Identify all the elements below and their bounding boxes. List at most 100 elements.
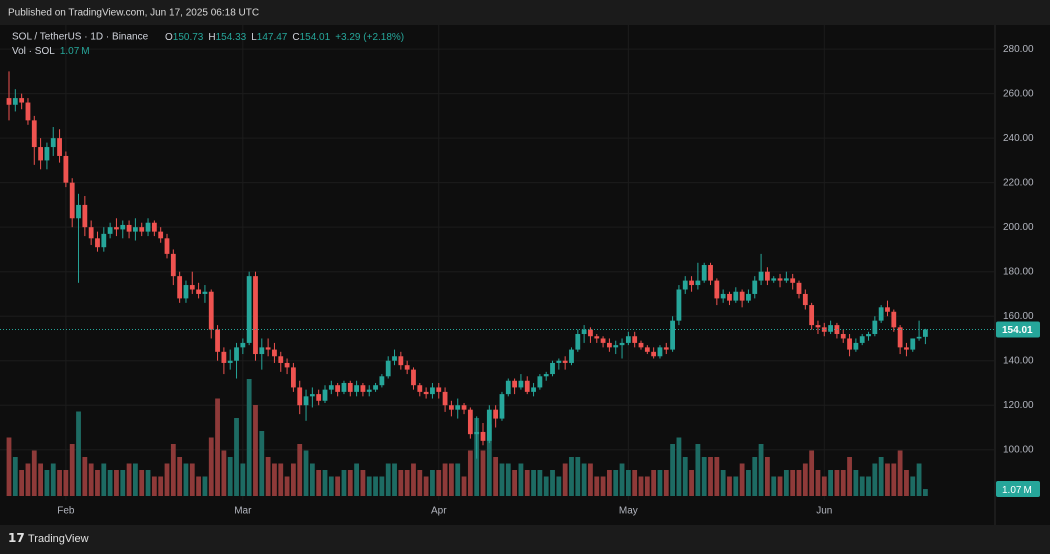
volume-bar	[360, 470, 366, 496]
candle-body	[12, 98, 18, 105]
volume-bar	[676, 437, 682, 496]
candle-body	[126, 224, 132, 232]
candle-body	[834, 325, 840, 335]
candle-body	[145, 222, 151, 232]
ohlc-letter: O	[165, 32, 173, 43]
candle-body	[284, 362, 290, 368]
last-volume-box	[996, 481, 1040, 498]
candle-body	[189, 285, 195, 290]
candle-body	[632, 336, 638, 343]
volume-bar	[221, 450, 227, 496]
volume-bar	[840, 470, 846, 496]
volume-bar	[847, 457, 852, 496]
volume-bar	[158, 476, 164, 496]
candle-body	[878, 307, 884, 321]
candle-body	[278, 356, 284, 363]
volume-bar	[758, 444, 764, 496]
candle-body	[600, 338, 606, 343]
candle-body	[455, 405, 461, 410]
volume-bar	[12, 457, 18, 496]
volume-bar	[878, 457, 884, 496]
volume-bar	[120, 470, 126, 496]
volume-bar	[834, 470, 840, 496]
volume-bar	[234, 418, 239, 496]
y-tick-label: 280.00	[1003, 44, 1034, 55]
volume-bar	[215, 398, 220, 496]
volume-bar	[701, 457, 707, 496]
candle-body	[594, 336, 600, 339]
volume-bar	[910, 476, 916, 496]
candle-body	[297, 387, 303, 406]
volume-bar	[493, 457, 499, 496]
symbol: SOL / TetherUS · 1D · Binance	[12, 32, 149, 43]
candle-body	[461, 405, 467, 410]
volume-bar	[240, 463, 246, 496]
volume-bar	[436, 470, 442, 496]
candle-body	[556, 360, 562, 363]
candle-body	[809, 305, 815, 326]
plot: 100.00 120.00 140.00 160.00 180.00 200.00 220.…	[0, 25, 1040, 517]
volume-bar	[297, 444, 303, 496]
volume-bar	[404, 470, 410, 496]
candle-body	[335, 385, 341, 392]
volume-bar	[543, 476, 549, 496]
candle-body	[316, 394, 322, 401]
candle-body	[752, 280, 758, 294]
volume-bar	[354, 463, 359, 496]
volume-bar	[177, 457, 183, 496]
candle-body	[246, 276, 252, 343]
candle-body	[714, 280, 720, 299]
y-tick-label: 140.00	[1003, 355, 1034, 366]
ohlc-value: 150.73	[173, 32, 204, 43]
ohlc-value: 147.47	[257, 32, 288, 43]
volume-bar	[467, 450, 473, 496]
candle-body	[360, 385, 366, 392]
logo-text: TradingView	[28, 533, 89, 545]
candle-body	[783, 278, 789, 281]
volume-bar	[828, 470, 833, 496]
candle-body	[272, 349, 277, 357]
candle-body	[638, 342, 644, 348]
volume-bar	[821, 476, 827, 496]
volume-bar	[442, 463, 448, 496]
volume-bar	[708, 457, 713, 496]
volume-bar	[69, 444, 75, 496]
volume-bar	[809, 450, 815, 496]
candle-body	[796, 282, 802, 294]
volume-bar	[550, 470, 555, 496]
candle-body	[442, 391, 448, 406]
volume-bar	[284, 476, 290, 496]
volume-bar	[6, 437, 12, 496]
ohlc-letter: C	[292, 32, 299, 43]
volume-bar	[25, 463, 31, 496]
volume-bar	[790, 470, 796, 496]
volume-bar	[531, 470, 536, 496]
y-tick-label: 100.00	[1003, 444, 1034, 455]
candle-body	[651, 351, 657, 357]
ohlc-legend: O150.73 H154.33 L147.47 C154.01 +3.29 (+2.18…	[165, 32, 404, 43]
candle-body	[133, 227, 138, 232]
volume-bar	[164, 463, 170, 496]
y-tick-label: 220.00	[1003, 177, 1034, 188]
candle-body	[663, 347, 669, 350]
volume-bar	[613, 470, 619, 496]
candle-body	[259, 347, 265, 355]
volume-bar	[885, 463, 890, 496]
volume-bar	[866, 476, 871, 496]
candle-body	[739, 291, 745, 301]
candle-body	[303, 396, 309, 406]
candle-body	[505, 380, 511, 395]
volume-bar	[923, 489, 928, 496]
volume-bar	[651, 470, 657, 496]
volume-bar	[189, 463, 195, 496]
last-price-box	[996, 321, 1040, 338]
candle-body	[341, 382, 347, 392]
x-tick-label: May	[619, 506, 638, 517]
volume-bar	[170, 444, 176, 496]
volume-bar	[366, 476, 372, 496]
y-tick-label: 240.00	[1003, 133, 1034, 144]
volume-bar	[303, 450, 309, 496]
volume-bar	[524, 470, 530, 496]
candle-body	[196, 289, 201, 294]
volume-bar	[88, 463, 94, 496]
